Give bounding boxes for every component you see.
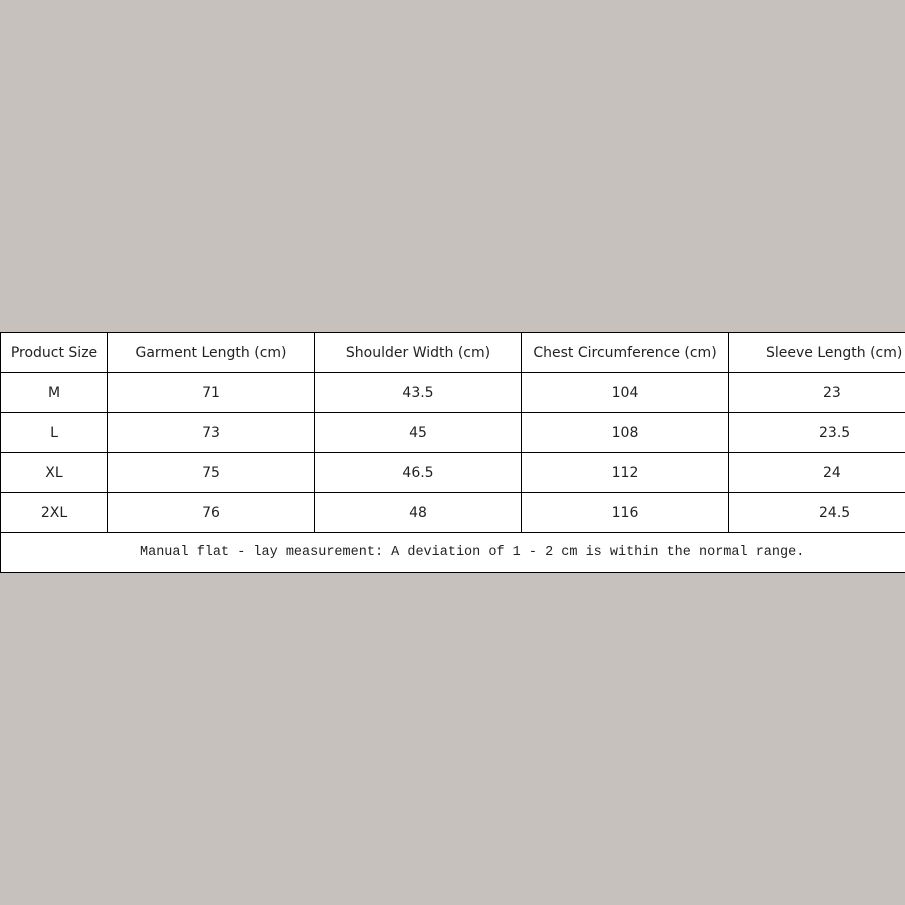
cell: 71 bbox=[107, 372, 315, 413]
cell: 23 bbox=[728, 372, 905, 413]
cell: 24 bbox=[728, 452, 905, 493]
cell: 46.5 bbox=[314, 452, 522, 493]
cell: 23.5 bbox=[728, 412, 905, 453]
cell: XL bbox=[0, 452, 108, 493]
table-row: XL 75 46.5 112 24 bbox=[0, 452, 905, 493]
table-row: L 73 45 108 23.5 bbox=[0, 412, 905, 453]
measurement-note: Manual flat - lay measurement: A deviati… bbox=[0, 532, 905, 573]
table-row: M 71 43.5 104 23 bbox=[0, 372, 905, 413]
table-header-row: Product Size Garment Length (cm) Shoulde… bbox=[0, 332, 905, 373]
header-cell: Sleeve Length (cm) bbox=[728, 332, 905, 373]
cell: 116 bbox=[521, 492, 729, 533]
cell: 108 bbox=[521, 412, 729, 453]
table-note-row: Manual flat - lay measurement: A deviati… bbox=[0, 532, 905, 573]
header-cell: Garment Length (cm) bbox=[107, 332, 315, 373]
cell: 24.5 bbox=[728, 492, 905, 533]
table-row: 2XL 76 48 116 24.5 bbox=[0, 492, 905, 533]
cell: 73 bbox=[107, 412, 315, 453]
cell: 76 bbox=[107, 492, 315, 533]
cell: 45 bbox=[314, 412, 522, 453]
cell: M bbox=[0, 372, 108, 413]
header-cell: Chest Circumference (cm) bbox=[521, 332, 729, 373]
size-chart-table: Product Size Garment Length (cm) Shoulde… bbox=[0, 332, 905, 573]
header-cell: Product Size bbox=[0, 332, 108, 373]
cell: 75 bbox=[107, 452, 315, 493]
cell: L bbox=[0, 412, 108, 453]
cell: 2XL bbox=[0, 492, 108, 533]
cell: 104 bbox=[521, 372, 729, 413]
cell: 48 bbox=[314, 492, 522, 533]
cell: 43.5 bbox=[314, 372, 522, 413]
header-cell: Shoulder Width (cm) bbox=[314, 332, 522, 373]
cell: 112 bbox=[521, 452, 729, 493]
